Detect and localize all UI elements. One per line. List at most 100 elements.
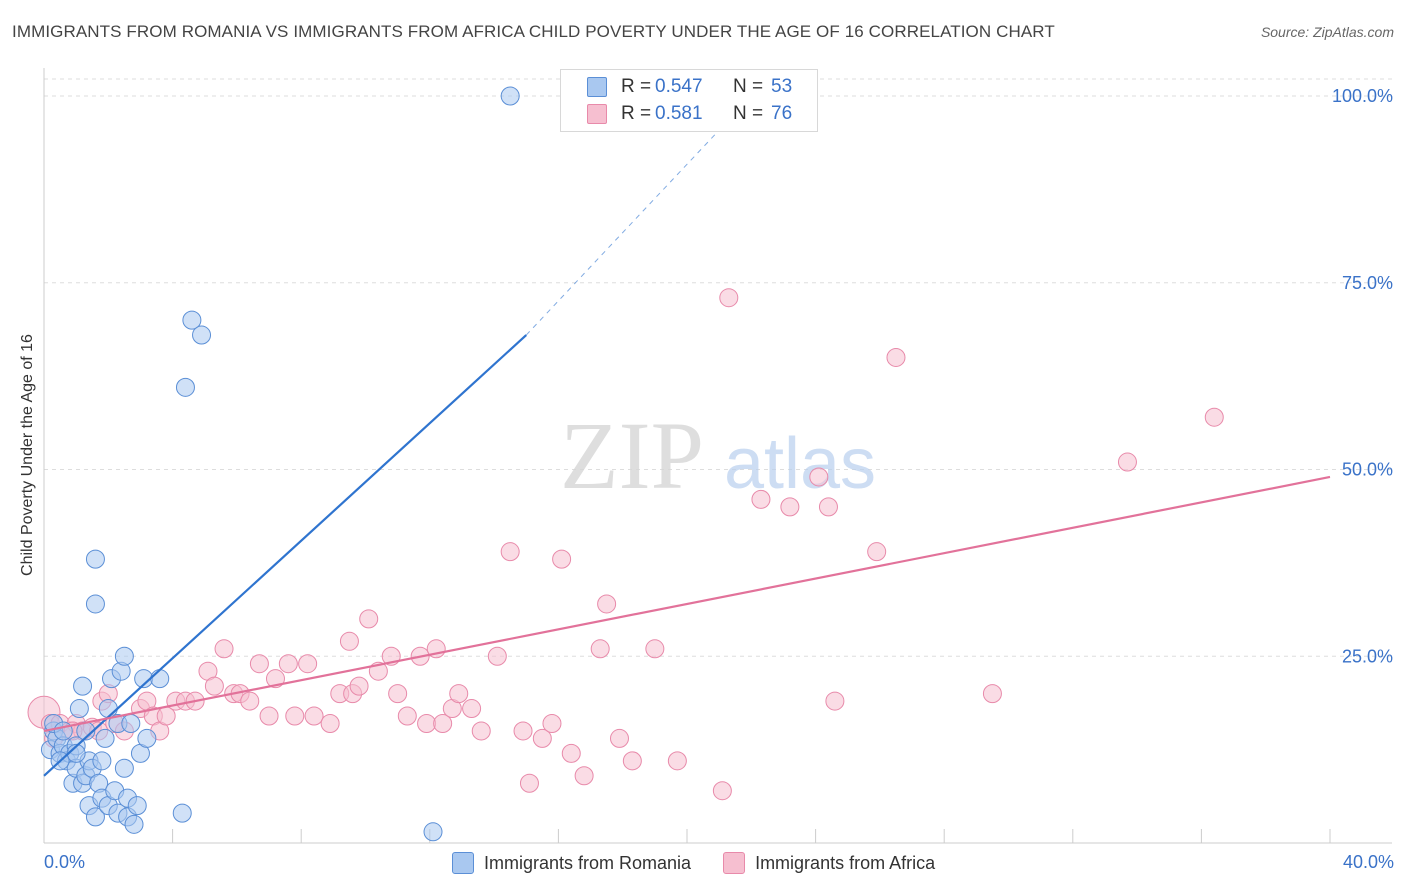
data-point-africa xyxy=(388,684,408,704)
data-point-africa xyxy=(285,706,305,726)
data-point-romania xyxy=(69,699,89,719)
data-point-africa xyxy=(259,706,279,726)
data-point-romania xyxy=(137,728,157,748)
trend-lines xyxy=(43,95,1331,777)
legend-r-label: R = xyxy=(621,76,652,97)
watermark: ZIP atlas xyxy=(560,402,876,509)
legend-row-africa: R = 0.581 N = 76 xyxy=(587,103,792,125)
watermark-atlas: atlas xyxy=(724,424,876,504)
y-tick-labels: 25.0% 50.0% 75.0% 100.0% xyxy=(1332,86,1393,666)
watermark-zip: ZIP xyxy=(560,402,704,509)
data-point-africa xyxy=(542,713,562,733)
data-point-romania xyxy=(53,721,73,741)
data-point-africa xyxy=(417,713,437,733)
data-point-romania xyxy=(150,669,170,689)
y-axis-label: Child Poverty Under the Age of 16 xyxy=(19,334,36,576)
series-legend-swatch-romania xyxy=(452,852,474,874)
data-point-africa xyxy=(462,699,482,719)
x-tick-min: 0.0% xyxy=(44,852,86,872)
legend-r-value: 0.581 xyxy=(655,103,703,124)
data-point-africa xyxy=(397,706,417,726)
data-point-romania xyxy=(121,713,141,733)
series-legend-swatch-africa xyxy=(723,852,746,874)
data-point-romania xyxy=(175,377,195,397)
series-legend-label-africa: Immigrants from Africa xyxy=(755,852,936,873)
y-tick-label: 75.0% xyxy=(1342,273,1393,293)
data-point-africa xyxy=(597,594,617,614)
data-point-romania xyxy=(423,822,443,842)
data-point-africa xyxy=(982,684,1002,704)
data-point-romania xyxy=(182,310,202,330)
data-point-romania xyxy=(92,751,112,771)
chart-title: IMMIGRANTS FROM ROMANIA VS IMMIGRANTS FR… xyxy=(12,22,1055,41)
data-point-romania xyxy=(85,594,105,614)
data-point-africa xyxy=(487,646,507,666)
trend-line-romania-extension xyxy=(525,95,752,336)
data-point-romania xyxy=(172,803,192,823)
legend-r-label: R = xyxy=(621,103,652,124)
trend-line-africa xyxy=(43,475,1331,733)
data-point-romania xyxy=(192,325,212,345)
data-point-africa xyxy=(1117,452,1137,472)
x-tick-max: 40.0% xyxy=(1342,852,1394,872)
legend-swatch-africa xyxy=(587,104,607,124)
data-point-africa xyxy=(349,676,369,696)
y-tick-label: 25.0% xyxy=(1342,646,1393,666)
data-point-africa xyxy=(622,751,642,771)
legend-r-value: 0.547 xyxy=(655,76,703,97)
y-tick-label: 100.0% xyxy=(1332,86,1393,106)
data-point-romania xyxy=(73,676,93,696)
legend-swatch-romania xyxy=(587,77,607,97)
data-point-romania xyxy=(500,86,520,106)
correlation-legend: R = 0.547 N = 53 R = 0.581 N = 76 xyxy=(560,69,818,132)
data-point-africa xyxy=(500,542,520,562)
data-point-romania xyxy=(85,549,105,569)
data-point-africa xyxy=(561,743,581,763)
data-point-africa xyxy=(712,781,732,801)
data-point-africa xyxy=(471,721,491,741)
series-legend: Immigrants from Romania Immigrants from … xyxy=(452,852,967,874)
axes xyxy=(43,68,1392,844)
data-point-africa xyxy=(809,467,829,487)
data-point-africa xyxy=(249,654,269,674)
data-point-africa xyxy=(867,542,887,562)
data-point-africa xyxy=(240,691,260,711)
data-point-africa xyxy=(513,721,533,741)
data-point-romania xyxy=(95,728,115,748)
data-point-africa xyxy=(278,654,298,674)
legend-n-value: 76 xyxy=(771,103,793,124)
data-point-africa xyxy=(751,489,771,509)
data-point-africa xyxy=(645,639,665,659)
data-point-africa xyxy=(609,728,629,748)
data-point-africa xyxy=(780,497,800,517)
series-africa-points xyxy=(27,288,1224,801)
gridlines xyxy=(44,78,1392,657)
data-point-africa xyxy=(265,669,285,689)
data-point-africa xyxy=(886,347,906,367)
data-point-africa xyxy=(574,766,594,786)
data-point-romania xyxy=(114,646,134,666)
series-legend-romania: Immigrants from Romania xyxy=(452,852,691,874)
source-label: Source: ZipAtlas.com xyxy=(1260,24,1394,40)
series-legend-label-romania: Immigrants from Romania xyxy=(484,852,692,873)
data-point-africa xyxy=(214,639,234,659)
data-point-africa xyxy=(298,654,318,674)
data-point-africa xyxy=(818,497,838,517)
data-point-africa xyxy=(519,773,539,793)
trend-line-romania xyxy=(43,334,527,777)
data-point-africa xyxy=(590,639,610,659)
legend-n-value: 53 xyxy=(771,76,793,97)
data-point-africa xyxy=(719,288,739,308)
data-point-africa xyxy=(320,713,340,733)
data-point-romania xyxy=(124,814,144,834)
data-point-africa xyxy=(667,751,687,771)
data-point-africa xyxy=(1204,407,1224,427)
legend-n-label: N = xyxy=(733,76,764,97)
data-point-romania xyxy=(127,796,147,816)
data-point-romania xyxy=(85,807,105,827)
legend-row-romania: R = 0.547 N = 53 xyxy=(587,76,792,98)
data-point-africa xyxy=(433,713,453,733)
series-romania-points xyxy=(40,86,520,842)
data-point-africa xyxy=(449,684,469,704)
